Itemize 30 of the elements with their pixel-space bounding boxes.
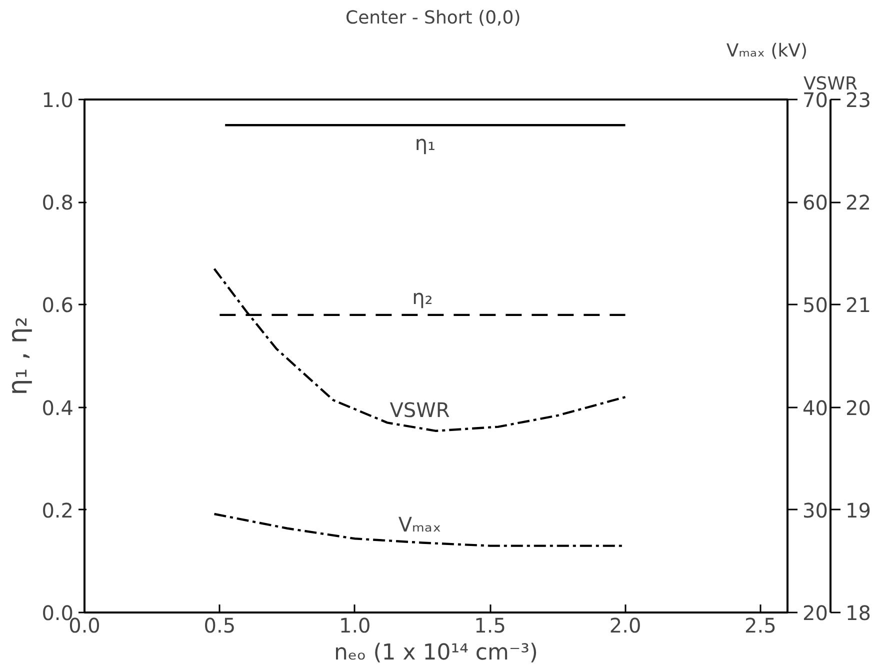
y-tick-label: 0.2 [42, 498, 74, 522]
y2-tick-label: 40 [802, 396, 828, 420]
y-tick-label: 0.4 [42, 396, 74, 420]
y-tick-label: 0.8 [42, 190, 74, 215]
y-axis-title: η₁ , η₂ [4, 316, 34, 396]
series-label: Vₘₐₓ [398, 512, 442, 537]
y3-tick-label: 21 [846, 293, 871, 318]
y2-tick-label: 60 [802, 190, 828, 215]
series-label: η₂ [412, 284, 433, 309]
y2-tick-label: 30 [802, 498, 828, 522]
series-label: η₁ [414, 131, 436, 156]
x-tick-label: 0.5 [204, 614, 236, 638]
y-tick-label: 0.6 [42, 293, 74, 318]
x-tick-label: 1.5 [474, 614, 506, 638]
y3-tick-label: 19 [846, 498, 871, 522]
y3-tick-label: 18 [846, 601, 871, 625]
x-tick-label: 2.0 [609, 614, 642, 638]
chart-title: Center - Short (0,0) [346, 8, 521, 28]
y3-tick-label: 22 [846, 190, 871, 215]
series-label: VSWR [390, 398, 450, 422]
y3-tick-label: 23 [846, 88, 871, 112]
line-series [213, 268, 626, 432]
x-tick-label: 2.5 [744, 614, 776, 638]
x-tick-label: 1.0 [338, 614, 371, 638]
y2-axis-title: Vₘₐₓ (kV) [726, 40, 808, 62]
y3-tick-label: 20 [846, 396, 871, 420]
y2-tick-label: 20 [802, 601, 828, 625]
y2-tick-label: 50 [802, 293, 828, 318]
y-tick-label: 1.0 [42, 88, 74, 112]
x-axis-title: nₑₒ (1 x 10¹⁴ cm⁻³) [334, 640, 538, 666]
